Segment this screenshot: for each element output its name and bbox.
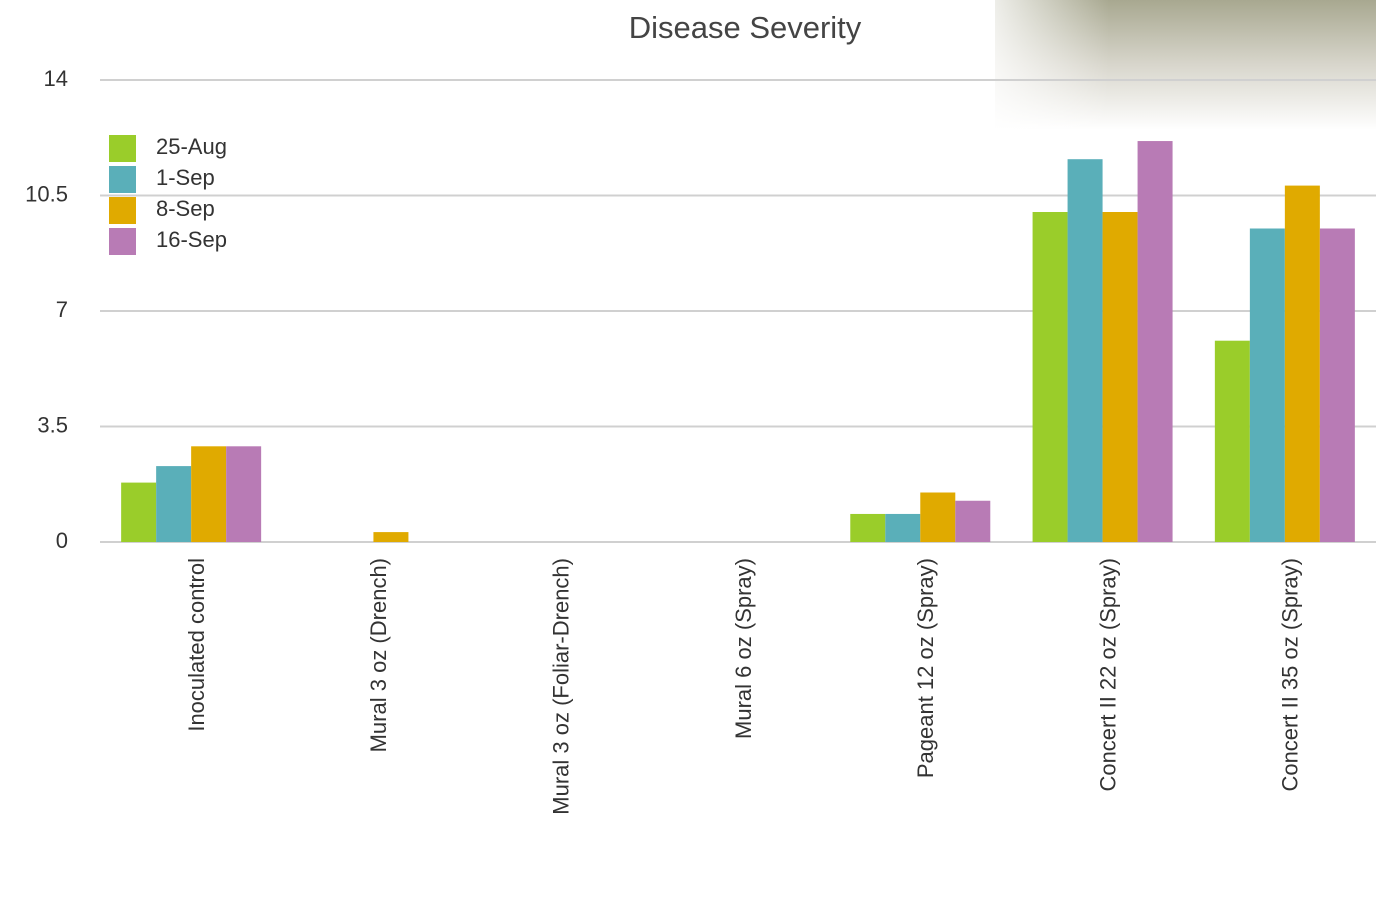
legend-swatch	[109, 197, 136, 224]
legend-swatch	[109, 135, 136, 162]
x-tick-label: Mural 6 oz (Spray)	[731, 558, 756, 739]
x-tick-label: Inoculated control	[184, 558, 209, 732]
bar	[226, 446, 262, 542]
bar	[1067, 159, 1103, 542]
legend-label: 1-Sep	[156, 165, 215, 190]
bar	[156, 466, 192, 542]
bar	[1284, 185, 1320, 542]
legend-swatch	[109, 228, 136, 255]
legend-label: 25-Aug	[156, 134, 227, 159]
chart-title: Disease Severity	[629, 10, 862, 45]
x-tick-label: Mural 3 oz (Drench)	[366, 558, 391, 752]
y-tick-label: 7	[56, 297, 68, 322]
photo-fade	[995, 0, 1376, 130]
bar	[1214, 340, 1250, 542]
bar	[920, 492, 956, 542]
x-tick-label: Concert II 35 oz (Spray)	[1278, 558, 1303, 792]
bar	[885, 513, 921, 542]
bar	[191, 446, 227, 542]
y-tick-label: 14	[44, 66, 68, 91]
x-tick-label: Mural 3 oz (Foliar-Drench)	[549, 558, 574, 815]
bar	[373, 532, 409, 542]
bar	[955, 500, 991, 542]
bar	[121, 482, 157, 542]
bar	[1319, 228, 1355, 542]
x-tick-label: Pageant 12 oz (Spray)	[913, 558, 938, 778]
legend-label: 8-Sep	[156, 196, 215, 221]
y-tick-label: 10.5	[25, 181, 68, 206]
y-tick-label: 0	[56, 528, 68, 553]
bar	[1137, 141, 1173, 543]
legend-label: 16-Sep	[156, 227, 227, 252]
bar	[1102, 212, 1138, 542]
legend-swatch	[109, 166, 136, 193]
x-tick-label: Concert II 22 oz (Spray)	[1095, 558, 1120, 792]
bar	[1249, 228, 1285, 542]
y-tick-label: 3.5	[37, 412, 68, 437]
bar	[1032, 212, 1068, 542]
bar	[850, 513, 886, 542]
